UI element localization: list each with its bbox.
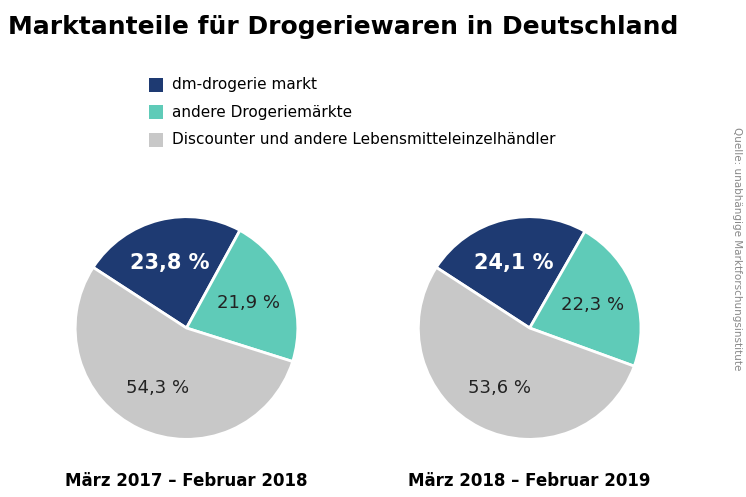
- Text: andere Drogeriemärkte: andere Drogeriemärkte: [172, 105, 351, 120]
- Wedge shape: [75, 267, 292, 439]
- Text: 23,8 %: 23,8 %: [131, 253, 210, 273]
- Text: Marktanteile für Drogeriewaren in Deutschland: Marktanteile für Drogeriewaren in Deutsc…: [8, 15, 678, 39]
- Text: 54,3 %: 54,3 %: [126, 379, 189, 398]
- Text: Quelle: unabhängige Marktforschungsinstitute: Quelle: unabhängige Marktforschungsinsti…: [733, 127, 742, 370]
- Wedge shape: [436, 217, 585, 328]
- Text: März 2018 – Februar 2019: März 2018 – Februar 2019: [408, 472, 651, 490]
- Wedge shape: [530, 232, 641, 366]
- Text: 21,9 %: 21,9 %: [217, 294, 280, 312]
- Text: 22,3 %: 22,3 %: [561, 296, 624, 314]
- Wedge shape: [186, 230, 298, 361]
- Text: dm-drogerie markt: dm-drogerie markt: [172, 78, 316, 92]
- Text: März 2017 – Februar 2018: März 2017 – Februar 2018: [65, 472, 308, 490]
- Text: Discounter und andere Lebensmitteleinzelhändler: Discounter und andere Lebensmitteleinzel…: [172, 132, 555, 147]
- Text: 24,1 %: 24,1 %: [474, 253, 554, 273]
- Wedge shape: [93, 217, 240, 328]
- Wedge shape: [419, 267, 634, 439]
- Text: 53,6 %: 53,6 %: [468, 379, 531, 397]
